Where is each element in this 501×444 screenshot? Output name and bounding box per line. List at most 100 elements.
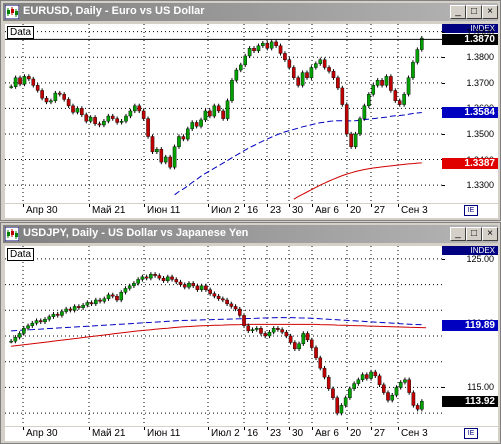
- settings-icon[interactable]: IE: [464, 205, 478, 216]
- candle: [159, 147, 164, 165]
- candle: [157, 273, 162, 281]
- candle: [128, 108, 133, 119]
- candle: [291, 65, 296, 80]
- candlestick-chart[interactable]: [5, 246, 442, 426]
- candle-body: [94, 299, 98, 305]
- candle: [199, 117, 203, 129]
- date-tick-label: Май 21: [92, 205, 126, 216]
- series-label: Data: [7, 248, 35, 261]
- price-chart-area[interactable]: Data: [5, 246, 442, 426]
- candle: [119, 290, 124, 303]
- candle-body: [27, 76, 31, 80]
- minimize-button[interactable]: _: [450, 227, 466, 241]
- candle: [136, 277, 140, 286]
- candlestick-chart[interactable]: [5, 24, 442, 203]
- date-tick: [144, 204, 145, 207]
- candle: [348, 386, 352, 400]
- date-tick-label: 27: [374, 428, 386, 439]
- price-chart-area[interactable]: Data: [5, 24, 442, 203]
- candle: [71, 103, 75, 115]
- date-tick: [244, 204, 245, 207]
- candle: [60, 309, 64, 318]
- minimize-icon: _: [455, 228, 461, 239]
- close-button[interactable]: ×: [482, 227, 498, 241]
- candle: [40, 88, 44, 101]
- candle: [339, 403, 344, 416]
- candle: [115, 116, 119, 125]
- candle: [283, 51, 287, 62]
- settings-icon[interactable]: IE: [464, 428, 478, 439]
- maximize-button[interactable]: □: [466, 227, 482, 241]
- close-button[interactable]: ×: [482, 5, 498, 19]
- candle-body: [84, 114, 89, 122]
- minimize-button[interactable]: _: [450, 5, 466, 19]
- candle-body: [402, 94, 406, 105]
- date-tick-label: Май 21: [92, 428, 126, 439]
- price-marker: 1.3870: [442, 34, 498, 46]
- title-bar[interactable]: EURUSD, Daily - Euro vs US Dollar _ □ ×: [3, 3, 498, 21]
- price-axis[interactable]: INDEX 1.39001.38001.37001.36001.35001.34…: [442, 24, 498, 203]
- date-axis: Апр 30 Май 21 Июн 11 Июл 2 16 23 30 Авг 6 20 27 Се…: [5, 427, 442, 441]
- price-tick: [442, 31, 445, 33]
- candle: [381, 382, 386, 395]
- candle-body: [353, 133, 358, 147]
- candle: [225, 297, 229, 307]
- candle-body: [168, 156, 172, 168]
- candle: [81, 302, 85, 310]
- candle-body: [403, 379, 407, 383]
- candle: [314, 61, 318, 70]
- candle-body: [348, 388, 352, 398]
- candle: [349, 131, 353, 149]
- candle: [77, 304, 81, 310]
- candle: [233, 304, 238, 312]
- date-tick-label: 23: [270, 428, 282, 439]
- candle: [287, 57, 292, 70]
- candle: [153, 272, 157, 278]
- candle-body: [106, 294, 111, 299]
- candle: [49, 98, 53, 105]
- candle-body: [178, 281, 183, 285]
- candle: [365, 372, 369, 381]
- candle-body: [288, 335, 293, 343]
- candle-body: [309, 67, 314, 78]
- candle-body: [127, 285, 132, 289]
- maximize-button[interactable]: □: [466, 5, 482, 19]
- candle-body: [291, 67, 296, 78]
- candle: [88, 115, 93, 124]
- candle: [242, 313, 246, 328]
- candle: [146, 116, 150, 139]
- candle: [229, 301, 234, 309]
- candle: [398, 380, 403, 390]
- candle: [195, 283, 200, 292]
- candle-body: [305, 333, 310, 341]
- candle-body: [81, 304, 85, 308]
- candle-body: [216, 105, 221, 112]
- candle: [68, 306, 73, 313]
- candle-body: [141, 110, 146, 119]
- title-bar[interactable]: USDJPY, Daily - US Dollar vs Japanese Ye…: [3, 225, 498, 243]
- chart-window-eurusd[interactable]: EURUSD, Daily - Euro vs US Dollar _ □ × …: [0, 0, 501, 221]
- candle: [314, 345, 318, 361]
- grid: [5, 246, 442, 426]
- candle-body: [124, 115, 128, 122]
- minimize-icon: _: [455, 6, 461, 17]
- candle-body: [261, 42, 265, 46]
- candle-body: [252, 48, 256, 52]
- date-tick: [89, 427, 90, 430]
- candle-body: [75, 108, 80, 113]
- chart-window-usdjpy[interactable]: USDJPY, Daily - US Dollar vs Japanese Ye…: [0, 222, 501, 444]
- date-tick-label: Апр 30: [26, 205, 58, 216]
- candle-body: [85, 302, 90, 306]
- candle-body: [64, 308, 68, 312]
- candle-body: [380, 80, 384, 86]
- candle: [27, 74, 31, 82]
- candle: [269, 39, 274, 51]
- candle-body: [230, 80, 234, 101]
- candle-body: [71, 105, 75, 113]
- candle-body: [26, 325, 30, 329]
- date-tick-label: Июл 2: [211, 205, 240, 216]
- candle: [110, 292, 115, 299]
- candle-body: [88, 117, 93, 122]
- candle: [13, 75, 18, 89]
